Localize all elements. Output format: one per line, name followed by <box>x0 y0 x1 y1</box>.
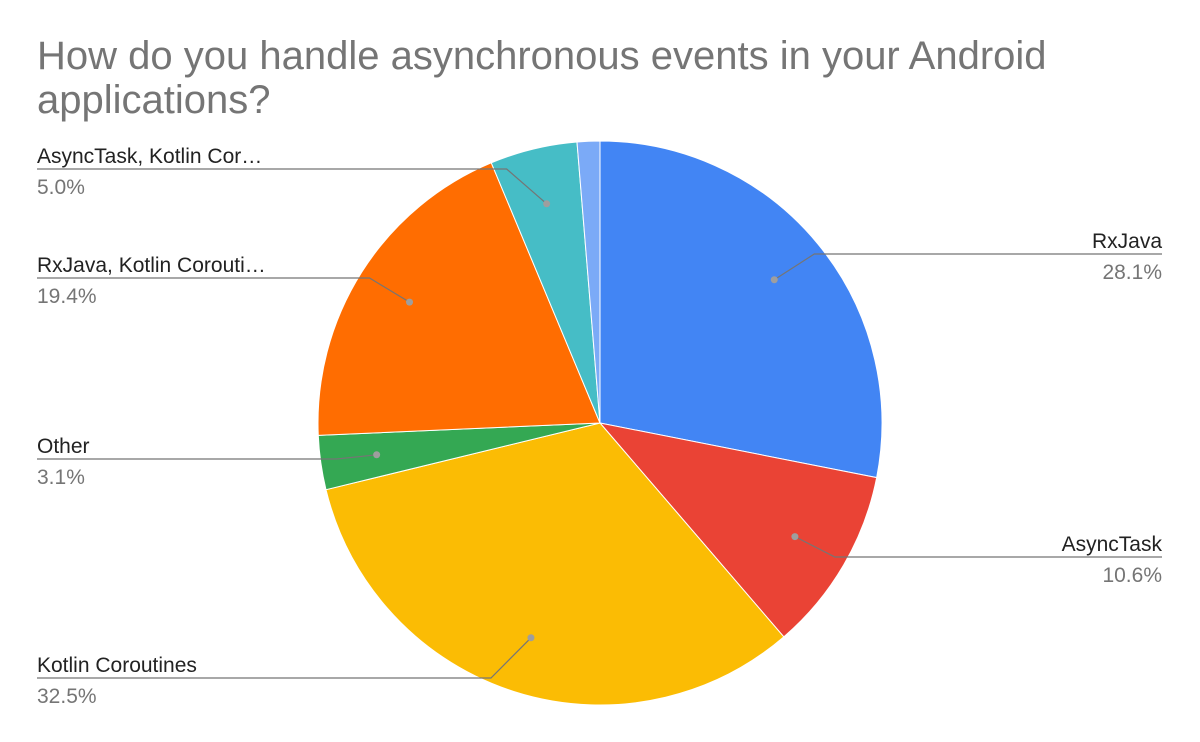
slice-label-group: AsyncTask, Kotlin Cor… 5.0% <box>37 145 551 208</box>
slice-label: RxJava <box>1092 230 1162 253</box>
pie-slice-rxjava <box>599 140 883 479</box>
slice-value-label: 5.0% <box>37 176 85 199</box>
leader-line <box>794 536 1162 558</box>
slice-label-group: AsyncTask 10.6% <box>791 533 1162 587</box>
slices-layer <box>317 140 883 706</box>
slice-label-group: Other 3.1% <box>37 435 381 489</box>
leader-dot <box>406 298 414 306</box>
slice-label-group: Kotlin Coroutines 32.5% <box>37 634 535 708</box>
pie-slice-kotlin-coroutines <box>325 422 785 706</box>
slice-label: AsyncTask <box>1062 533 1163 556</box>
chart-title: How do you handle asynchronous events in… <box>37 34 1047 122</box>
leader-dot <box>791 533 799 541</box>
leader-dot <box>527 634 535 642</box>
pie-slice-asynctask <box>598 422 878 638</box>
pie-slice-rxjava-kotlin-coroutines <box>317 162 601 436</box>
slice-value-label: 28.1% <box>1102 261 1162 284</box>
slice-label-group: RxJava 28.1% <box>770 230 1162 284</box>
leader-dot <box>770 276 778 284</box>
slice-value-label: 19.4% <box>37 285 97 308</box>
slice-label: AsyncTask, Kotlin Cor… <box>37 145 262 168</box>
slice-label: Kotlin Coroutines <box>37 654 197 677</box>
slice-label: Other <box>37 435 90 458</box>
pie-slice-unlabeled <box>576 140 601 424</box>
leader-line <box>37 168 548 205</box>
slice-value-label: 32.5% <box>37 685 97 708</box>
leader-line <box>773 253 1162 281</box>
slice-label: RxJava, Kotlin Corouti… <box>37 254 266 277</box>
leader-line <box>37 637 532 679</box>
leader-line <box>37 277 410 303</box>
slice-value-label: 10.6% <box>1102 564 1162 587</box>
slice-value-label: 3.1% <box>37 466 85 489</box>
slice-label-group: RxJava, Kotlin Corouti… 19.4% <box>37 254 414 308</box>
labels-layer: RxJava 28.1% AsyncTask 10.6% Kotlin Coroutin… <box>37 145 1162 708</box>
leader-dot <box>373 451 381 459</box>
leader-dot <box>543 200 551 208</box>
leader-line <box>37 454 377 460</box>
